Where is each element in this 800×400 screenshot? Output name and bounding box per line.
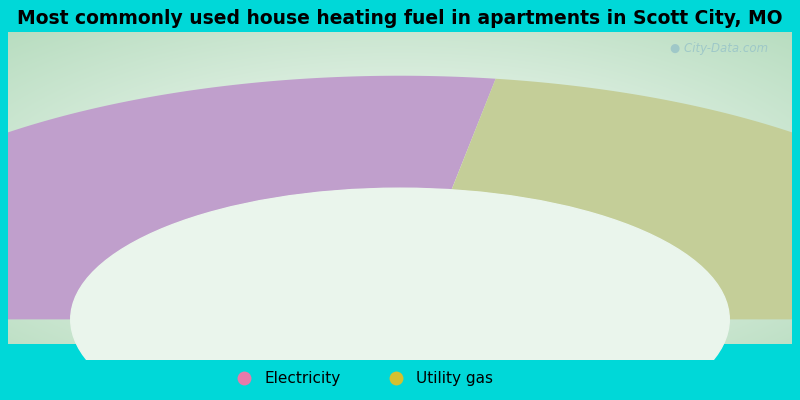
Text: Most commonly used house heating fuel in apartments in Scott City, MO: Most commonly used house heating fuel in… bbox=[17, 8, 783, 28]
Text: ● City-Data.com: ● City-Data.com bbox=[670, 42, 769, 55]
Polygon shape bbox=[0, 76, 496, 319]
Text: Utility gas: Utility gas bbox=[416, 370, 493, 386]
Text: Electricity: Electricity bbox=[264, 370, 340, 386]
Polygon shape bbox=[451, 79, 800, 319]
Circle shape bbox=[70, 188, 730, 400]
